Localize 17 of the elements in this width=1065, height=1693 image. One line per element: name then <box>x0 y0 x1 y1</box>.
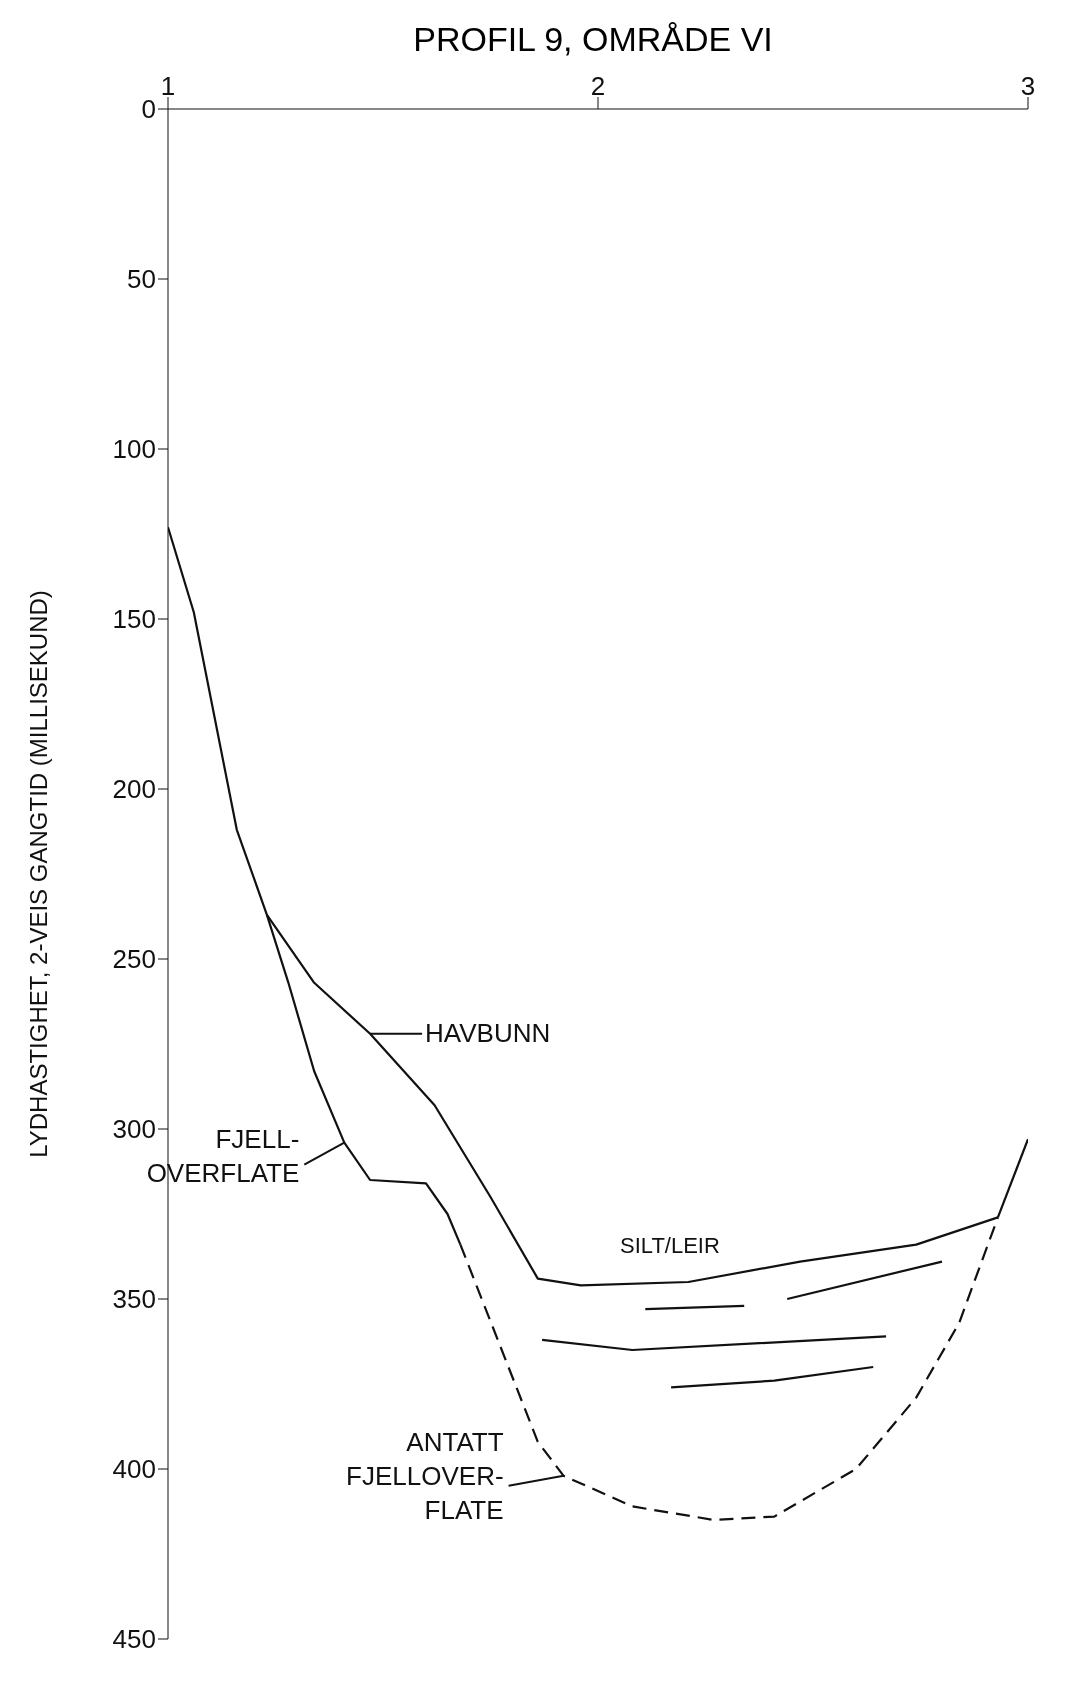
annotation: ANTATT FJELLOVER- FLATE <box>346 1426 504 1525</box>
x-tick-label: 2 <box>590 71 606 101</box>
y-tick-label: 250 <box>112 944 156 975</box>
y-tick-label: 400 <box>112 1454 156 1485</box>
y-tick-label: 100 <box>112 434 156 465</box>
y-tick-label: 200 <box>112 774 156 805</box>
annotation: HAVBUNN <box>425 1017 551 1048</box>
y-axis-title: LYDHASTIGHET, 2-VEIS GANGTID (MILLISEKUND) <box>24 590 52 1158</box>
y-tick-label: 50 <box>127 264 156 295</box>
y-tick-label: 350 <box>112 1284 156 1315</box>
y-tick-label: 0 <box>141 94 156 125</box>
chart-title: PROFIL 9, OMRÅDE VI <box>412 20 774 59</box>
x-tick-label: 1 <box>160 71 176 101</box>
x-tick-label: 3 <box>1020 71 1036 101</box>
y-tick-label: 450 <box>112 1624 156 1655</box>
y-tick-label: 150 <box>112 604 156 635</box>
annotation: SILT/LEIR <box>620 1233 720 1258</box>
